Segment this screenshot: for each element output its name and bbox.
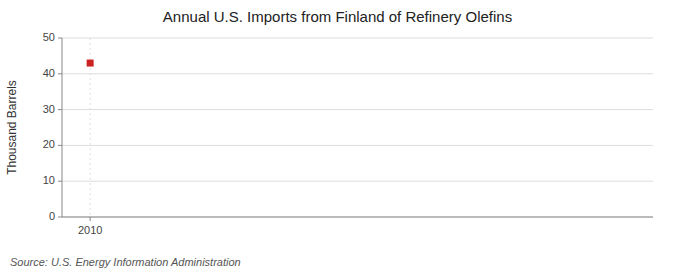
y-tick — [58, 109, 62, 110]
y-tick-label: 20 — [43, 138, 55, 150]
y-tick-label: 10 — [43, 174, 55, 186]
y-tick — [58, 145, 62, 146]
x-axis-line — [62, 217, 653, 218]
source-note: Source: U.S. Energy Information Administ… — [10, 256, 241, 268]
y-grid-line — [62, 73, 653, 74]
background — [0, 0, 675, 275]
y-grid-line — [62, 38, 653, 39]
y-grid-line — [62, 109, 653, 110]
point — [87, 60, 94, 67]
y-tick — [58, 217, 62, 218]
y-axis-label: Thousand Barrels — [5, 80, 19, 175]
y-grid-line — [62, 145, 653, 146]
y-axis-line — [62, 38, 63, 217]
y-tick-label: 50 — [43, 31, 55, 43]
y-tick-label: 30 — [43, 103, 55, 115]
grid — [62, 38, 653, 217]
y-tick-label: 40 — [43, 67, 55, 79]
x-tick-label: 2010 — [78, 224, 102, 236]
title: Annual U.S. Imports from Finland of Refi… — [163, 8, 512, 25]
chart-container: 0 10 20 30 40 50 2010 Annual U.S. Imports from … — [0, 0, 675, 275]
y-tick — [58, 73, 62, 74]
y-grid-line — [62, 217, 653, 218]
y-tick — [58, 181, 62, 182]
x-tick — [90, 217, 91, 221]
series — [87, 60, 94, 67]
chart: 0 10 20 30 40 50 2010 Annual U.S. Imports from … — [0, 0, 675, 275]
axes: 0 10 20 30 40 50 2010 — [43, 31, 653, 236]
y-tick-label: 0 — [49, 210, 55, 222]
y-tick — [58, 38, 62, 39]
y-grid-line — [62, 181, 653, 182]
